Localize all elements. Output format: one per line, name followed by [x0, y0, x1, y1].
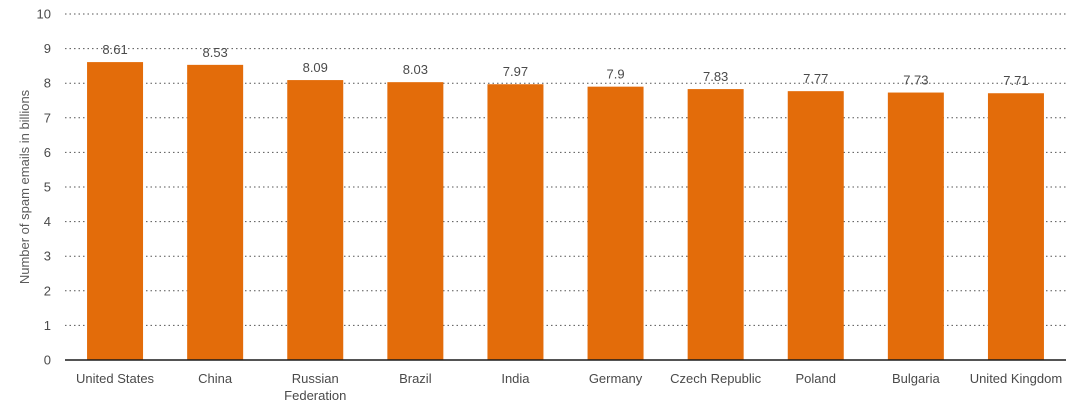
data-labels: 8.61 8.53 8.09 8.03 7.97 7.9 7.83 7.77 7.73 7.71 — [102, 42, 1028, 88]
y-tick-label: 7 — [44, 110, 51, 125]
data-label: 8.09 — [303, 60, 328, 75]
bar — [787, 91, 844, 361]
x-category-label: Brazil — [399, 371, 432, 386]
y-tick-label: 3 — [44, 249, 51, 264]
x-category-label: China — [198, 371, 233, 386]
bar — [87, 62, 144, 361]
y-axis-ticks: 0 1 2 3 4 5 6 7 8 9 10 — [37, 7, 51, 368]
data-label: 8.61 — [102, 42, 127, 57]
data-label: 7.71 — [1003, 73, 1028, 88]
data-label: 7.9 — [607, 67, 625, 82]
y-tick-label: 0 — [44, 353, 51, 368]
x-category-label: Russian Federation — [284, 371, 346, 403]
y-tick-label: 8 — [44, 76, 51, 91]
data-label: 7.73 — [903, 73, 928, 88]
x-category-label: India — [501, 371, 530, 386]
data-label: 8.53 — [202, 45, 227, 60]
data-label: 8.03 — [403, 62, 428, 77]
bars — [87, 62, 1044, 361]
y-tick-label: 9 — [44, 41, 51, 56]
x-category-label: Czech Republic — [670, 371, 762, 386]
bar — [387, 82, 444, 361]
bar — [287, 80, 344, 360]
data-label: 7.97 — [503, 64, 528, 79]
y-tick-label: 6 — [44, 145, 51, 160]
bar — [187, 64, 244, 360]
x-category-label: Poland — [796, 371, 836, 386]
bar — [987, 93, 1044, 360]
y-tick-label: 10 — [37, 7, 51, 22]
x-category-label: Germany — [589, 371, 643, 386]
x-axis-categories: United States China Russian Federation Brazi… — [76, 371, 1062, 403]
data-label: 7.83 — [703, 69, 728, 84]
data-label: 7.77 — [803, 71, 828, 86]
bar — [487, 84, 544, 360]
bar — [687, 89, 744, 360]
y-tick-label: 4 — [44, 214, 51, 229]
bar — [887, 92, 944, 361]
y-tick-label: 1 — [44, 318, 51, 333]
x-category-label: Bulgaria — [892, 371, 940, 386]
y-tick-label: 2 — [44, 283, 51, 298]
y-axis-title: Number of spam emails in billions — [17, 89, 32, 284]
bar — [587, 86, 644, 360]
x-category-label: United States — [76, 371, 155, 386]
x-category-label: United Kingdom — [970, 371, 1063, 386]
y-tick-label: 5 — [44, 180, 51, 195]
